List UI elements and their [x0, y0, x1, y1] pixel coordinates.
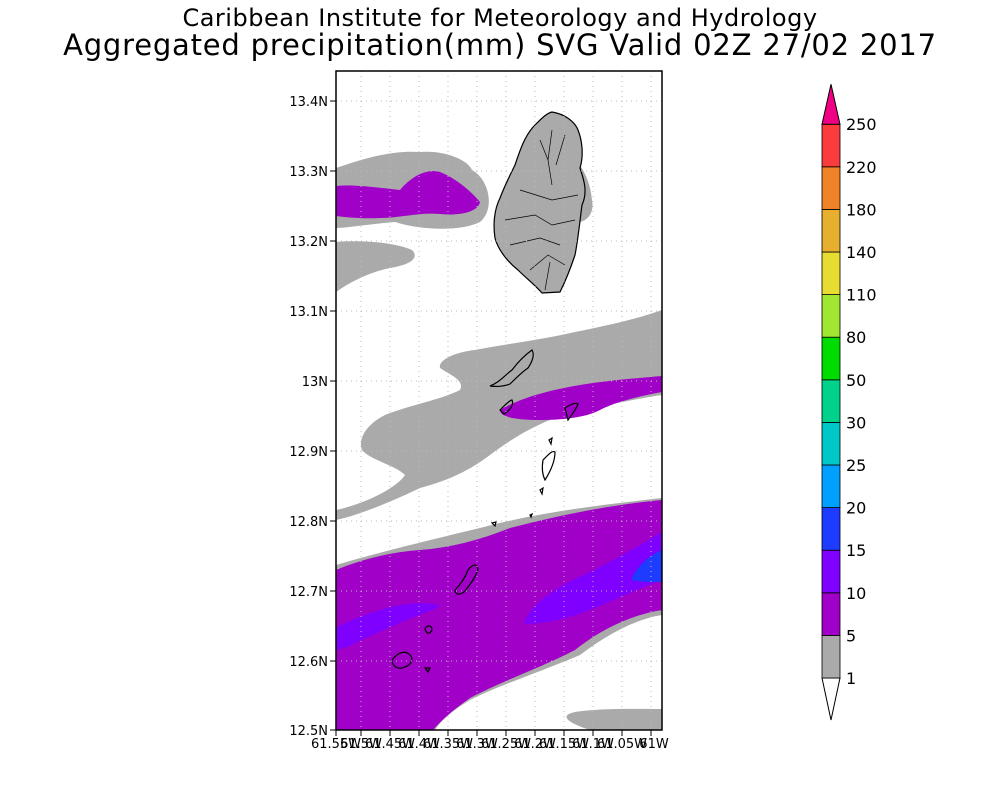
colorbar-label: 20 [846, 499, 866, 518]
coastlines [391, 111, 586, 674]
precip-1-5-central-band [336, 310, 662, 520]
lat-tick-label: 13.2N [289, 235, 328, 250]
colorbar-label: 30 [846, 413, 866, 432]
carriacou-outline [454, 564, 479, 595]
colorbar-swatch [821, 123, 841, 168]
colorbar-max-arrow [821, 84, 841, 125]
lon-tick-label: 61W [639, 737, 669, 752]
colorbar-label: 140 [846, 243, 877, 262]
lon-tick-label: 61.1W [572, 737, 614, 752]
small-islet-d [529, 512, 534, 519]
lat-tick-label: 12.5N [289, 724, 328, 739]
small-islet-c [490, 521, 497, 528]
small-islet-b [539, 486, 544, 496]
precip-10-15-east [525, 532, 662, 624]
saint-vincent-drainage [504, 129, 579, 291]
lon-tick-label: 61.2W [514, 737, 556, 752]
lat-axis: 13.4N 13.3N 13.2N 13.1N 13N 12.9N 12.8N … [289, 95, 336, 739]
lat-tick-label: 13.3N [289, 165, 328, 180]
colorbar-swatch [821, 549, 841, 594]
mayreau-outline [541, 450, 556, 482]
lon-axis: 61.55W 61.5W 61.45W 61.4W 61.35W 61.3W 6… [311, 730, 669, 752]
colorbar-swatch [821, 208, 841, 253]
precip-10-15-west [336, 603, 440, 650]
colorbar-label: 1 [846, 669, 856, 688]
canouan-outline [564, 402, 579, 422]
colorbar-swatch [821, 592, 841, 636]
colorbar-label: 250 [846, 115, 877, 134]
lat-tick-label: 13N [302, 375, 328, 390]
lon-tick-label: 61.5W [340, 737, 382, 752]
colorbar-label: 25 [846, 456, 866, 475]
precip-field [336, 150, 662, 730]
lat-tick-label: 13.1N [289, 305, 328, 320]
lon-tick-label: 61.3W [456, 737, 498, 752]
colorbar-swatch [821, 379, 841, 423]
mustique-outline [499, 399, 514, 415]
chart-title: Caribbean Institute for Meteorology and … [182, 4, 818, 32]
lat-tick-label: 12.7N [289, 585, 328, 600]
lon-tick-label: 61.4W [398, 737, 440, 752]
lat-tick-label: 13.4N [289, 95, 328, 110]
colorbar-label: 80 [846, 328, 866, 347]
chart-subtitle: Aggregated precipitation(mm) SVG Valid 0… [63, 28, 937, 62]
lat-tick-label: 12.8N [289, 515, 328, 530]
lat-tick-label: 12.9N [289, 445, 328, 460]
colorbar-label: 5 [846, 626, 856, 645]
saint-vincent-outline [493, 111, 586, 294]
colorbar-min-arrow [821, 677, 841, 721]
lon-tick-label: 61.35W [423, 737, 473, 752]
small-islet-a [548, 436, 553, 446]
lon-tick-label: 61.15W [539, 737, 589, 752]
lat-tick-label: 12.6N [289, 655, 328, 670]
colorbar-label: 110 [846, 286, 877, 305]
precip-5-10-south-band [336, 500, 662, 730]
precip-5-10-north-west [336, 171, 480, 219]
small-islet-e [423, 667, 431, 674]
colorbar-label: 15 [846, 541, 866, 560]
lon-tick-label: 61.05W [597, 737, 647, 752]
grenada-north-islets [391, 651, 413, 669]
bequia-outline [489, 349, 534, 387]
colorbar-swatch [821, 507, 841, 551]
petite-martinique-outline [424, 625, 433, 634]
precip-15-20-east [632, 550, 662, 582]
precip-1-5-west-blob [336, 241, 415, 292]
colorbar-label: 180 [846, 200, 877, 219]
lon-tick-label: 61.25W [481, 737, 531, 752]
colorbar-swatch [821, 166, 841, 210]
colorbar-label: 220 [846, 158, 877, 177]
colorbar-swatch [821, 251, 841, 295]
lon-tick-label: 61.45W [365, 737, 415, 752]
colorbar-swatch [821, 336, 841, 381]
colorbar-swatch [821, 464, 841, 508]
colorbar-swatch [821, 421, 841, 466]
lon-tick-label: 61.55W [311, 737, 361, 752]
colorbar-label: 10 [846, 584, 866, 603]
colorbar-swatch [821, 294, 841, 338]
colorbar-label: 50 [846, 371, 866, 390]
colorbar-swatch [821, 635, 841, 679]
map-frame [335, 70, 663, 731]
